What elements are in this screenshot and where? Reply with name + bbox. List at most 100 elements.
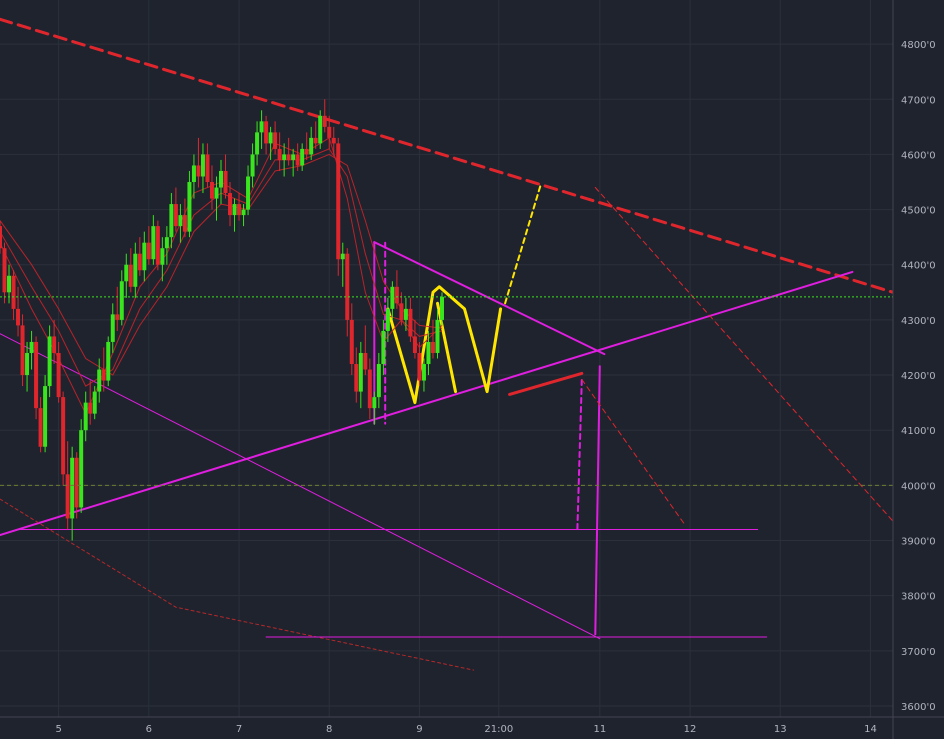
candle bbox=[124, 264, 129, 282]
candle bbox=[313, 137, 318, 144]
candle bbox=[70, 457, 75, 519]
candle bbox=[228, 193, 233, 216]
trend-line-15 bbox=[581, 379, 686, 527]
candle bbox=[164, 237, 169, 249]
y-tick-label: 3600'0 bbox=[901, 702, 936, 713]
candle bbox=[439, 296, 444, 320]
y-tick-label: 4200'0 bbox=[901, 371, 936, 382]
y-tick-label: 4300'0 bbox=[901, 316, 936, 327]
y-tick-label: 4800'0 bbox=[901, 40, 936, 51]
candle bbox=[92, 391, 97, 414]
candle bbox=[110, 314, 115, 342]
candle bbox=[282, 154, 287, 160]
candle bbox=[56, 352, 61, 398]
y-tick-label: 4100'0 bbox=[901, 426, 936, 437]
candle bbox=[394, 286, 399, 304]
candle bbox=[74, 457, 79, 508]
candle bbox=[327, 126, 332, 138]
candle bbox=[38, 408, 43, 447]
candle bbox=[173, 204, 178, 227]
candle bbox=[146, 242, 151, 260]
candle bbox=[417, 352, 422, 381]
candle bbox=[128, 264, 133, 287]
y-tick-label: 4400'0 bbox=[901, 261, 936, 272]
candle bbox=[52, 336, 57, 353]
grid-layer bbox=[0, 0, 893, 717]
candle bbox=[246, 176, 251, 210]
candle bbox=[88, 402, 93, 414]
candle bbox=[137, 253, 142, 271]
price-axis-bg bbox=[893, 0, 944, 739]
candle bbox=[0, 226, 2, 249]
candle bbox=[65, 474, 70, 519]
candle bbox=[34, 341, 39, 409]
y-tick-label: 4600'0 bbox=[901, 150, 936, 161]
candle bbox=[142, 242, 147, 271]
candle bbox=[304, 148, 309, 155]
candle bbox=[291, 154, 296, 160]
candle bbox=[430, 341, 435, 353]
candle bbox=[115, 314, 120, 320]
candle bbox=[421, 364, 426, 381]
trend-line-11 bbox=[386, 285, 503, 405]
candle bbox=[155, 226, 160, 265]
candle bbox=[237, 204, 242, 216]
candle bbox=[2, 248, 7, 293]
candle bbox=[331, 137, 336, 144]
candle bbox=[101, 369, 106, 381]
candle bbox=[322, 115, 327, 127]
candle bbox=[218, 170, 223, 188]
candle bbox=[277, 148, 282, 160]
candle bbox=[264, 121, 269, 144]
y-tick-label: 3900'0 bbox=[901, 537, 936, 548]
x-tick-label: 6 bbox=[146, 724, 152, 735]
candle bbox=[182, 215, 187, 232]
candle bbox=[16, 308, 21, 326]
candle bbox=[318, 115, 323, 144]
x-tick-label: 9 bbox=[416, 724, 422, 735]
candle bbox=[336, 143, 341, 260]
candle bbox=[20, 325, 25, 376]
candle bbox=[381, 330, 386, 365]
candle bbox=[286, 154, 291, 160]
candle bbox=[241, 209, 246, 216]
candle bbox=[151, 226, 156, 260]
candle bbox=[273, 132, 278, 149]
candle bbox=[209, 182, 214, 199]
y-tick-label: 3700'0 bbox=[901, 647, 936, 658]
candle bbox=[191, 165, 196, 183]
candle bbox=[340, 253, 345, 260]
candle bbox=[25, 352, 30, 376]
candle bbox=[435, 319, 440, 353]
candle bbox=[97, 369, 102, 392]
candle bbox=[200, 154, 205, 177]
candle bbox=[43, 386, 48, 447]
x-tick-label: 13 bbox=[774, 724, 787, 735]
candle bbox=[79, 430, 84, 508]
candle bbox=[268, 132, 273, 144]
y-tick-label: 4000'0 bbox=[901, 481, 936, 492]
candle bbox=[390, 286, 395, 309]
trend-line-0 bbox=[0, 17, 895, 294]
candle bbox=[309, 137, 314, 155]
trend-line-2 bbox=[0, 333, 601, 640]
x-tick-label: 12 bbox=[684, 724, 697, 735]
candle bbox=[119, 281, 124, 320]
candle bbox=[367, 369, 372, 409]
candle bbox=[178, 215, 183, 227]
candle bbox=[29, 341, 34, 353]
candle bbox=[196, 165, 201, 177]
trend-line-16 bbox=[594, 187, 894, 522]
candle bbox=[345, 253, 350, 320]
trend-line-10 bbox=[576, 379, 583, 534]
candle bbox=[223, 170, 228, 194]
candle-layer bbox=[0, 99, 444, 541]
candle bbox=[403, 308, 408, 320]
x-tick-label: 7 bbox=[236, 724, 242, 735]
candle bbox=[160, 248, 165, 265]
x-tick-label: 5 bbox=[55, 724, 61, 735]
candle bbox=[295, 154, 300, 166]
candle bbox=[408, 308, 413, 337]
